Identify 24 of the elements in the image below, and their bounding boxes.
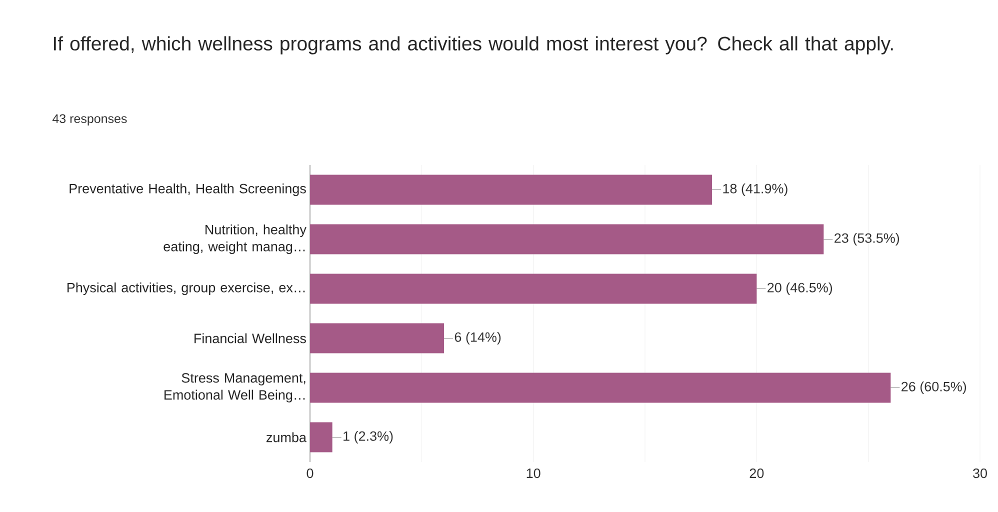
bar <box>310 323 444 354</box>
data-label: 23 (53.5%) <box>834 232 900 246</box>
y-tick-label: zumba <box>266 432 306 442</box>
bar <box>310 422 332 452</box>
data-label: 26 (60.5%) <box>902 381 966 394</box>
data-label: 1 (2.3%) <box>344 430 393 444</box>
data-label: 6 (14%) <box>454 332 501 345</box>
y-tick-label: Nutrition, healthy eating, weight manag… <box>164 224 306 254</box>
data-label: 18 (41.9%) <box>723 183 788 196</box>
data-label: 20 (46.5%) <box>768 282 832 296</box>
y-tick-label: Financial Wellness <box>194 333 306 344</box>
bar <box>310 224 824 254</box>
bar <box>310 372 891 403</box>
y-tick-label: Preventative Health, Health Screenings <box>70 183 306 196</box>
y-tick-label: Stress Management, Emotional Well Being… <box>164 373 306 402</box>
y-tick-label: Physical activities, group exercise, ex… <box>68 282 305 296</box>
x-tick-label: 20 <box>750 468 764 478</box>
text: 43 responses <box>52 114 127 126</box>
x-tick-label: 10 <box>526 468 540 478</box>
bar <box>310 174 712 205</box>
chart-title: If offered, which wellness programs and activities would most interest you? Check all that apply. <box>54 36 893 54</box>
bar <box>310 274 757 304</box>
x-tick-label: 30 <box>973 468 987 478</box>
x-tick-label: 0 <box>306 468 314 478</box>
